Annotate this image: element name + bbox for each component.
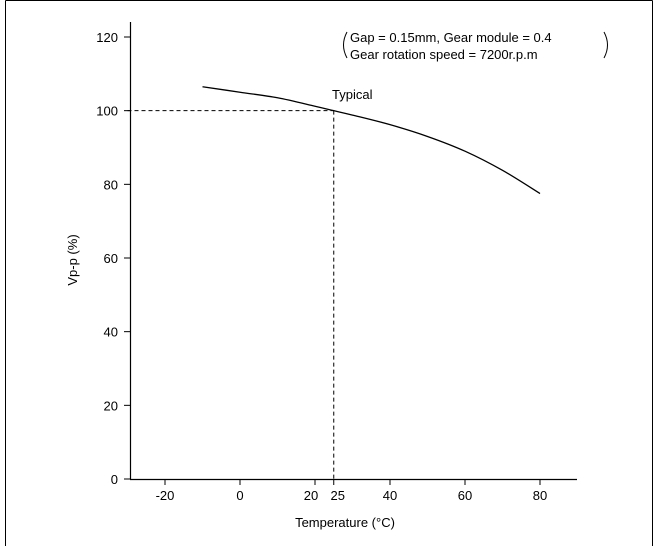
x-tick-label: 60 — [458, 488, 472, 503]
y-tick-label: 120 — [96, 30, 118, 45]
series-line — [202, 86, 541, 195]
y-tick-label: 0 — [111, 472, 118, 487]
y-axis-title: Vp-p (%) — [65, 234, 80, 285]
x-axis-ticks: -20 0 20 25 40 60 80 — [156, 479, 547, 503]
y-tick-label: 20 — [104, 398, 118, 413]
typical-annotation: Typical — [332, 87, 373, 102]
x-tick-label: 40 — [383, 488, 397, 503]
y-tick-label: 80 — [104, 177, 118, 192]
y-tick-label: 60 — [104, 251, 118, 266]
conditions-line-2: Gear rotation speed = 7200r.p.m — [350, 47, 538, 62]
x-tick-label: 25 — [331, 488, 345, 503]
x-axis-title: Temperature (°C) — [295, 515, 395, 530]
y-axis-ticks: 0 20 40 60 80 100 120 — [96, 30, 130, 487]
y-tick-label: 100 — [96, 104, 118, 119]
x-tick-label: 0 — [236, 488, 243, 503]
conditions-left-bracket — [343, 31, 348, 59]
x-tick-label: 20 — [304, 488, 318, 503]
conditions-right-bracket — [603, 31, 608, 59]
conditions-line-1: Gap = 0.15mm, Gear module = 0.4 — [350, 30, 552, 45]
y-tick-label: 40 — [104, 325, 118, 340]
x-tick-label: -20 — [156, 488, 175, 503]
x-tick-label: 80 — [533, 488, 547, 503]
